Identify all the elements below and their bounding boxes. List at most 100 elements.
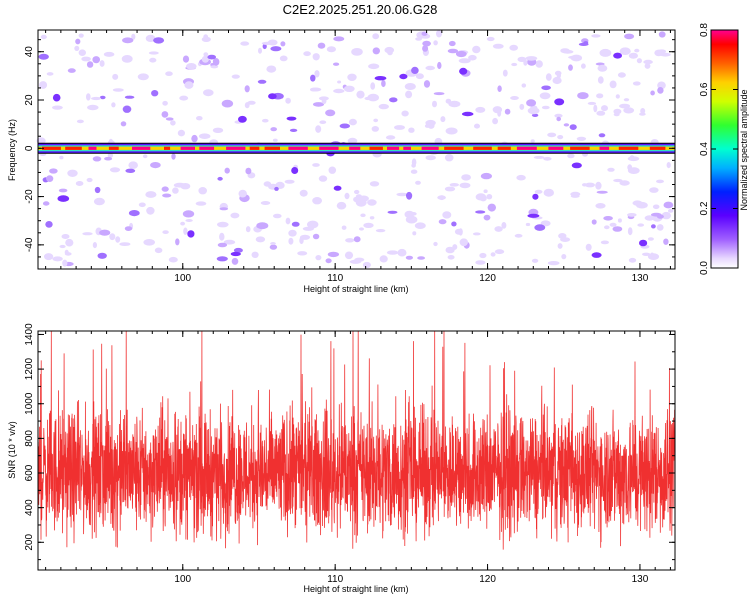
- noise-blob: [501, 222, 507, 229]
- noise-blob: [408, 127, 415, 133]
- noise-blob: [375, 229, 386, 233]
- noise-blob: [203, 52, 209, 57]
- noise-blob: [628, 52, 639, 59]
- noise-blob: [128, 210, 140, 217]
- spectrogram-y-ticks: -40 -20 0 20 40: [24, 39, 675, 270]
- noise-blob: [122, 37, 134, 44]
- noise-blob: [52, 93, 61, 102]
- band-core: [387, 146, 400, 150]
- noise-blob: [461, 174, 471, 181]
- noise-blob: [297, 251, 308, 256]
- noise-blob: [445, 127, 458, 135]
- noise-blob: [468, 54, 477, 61]
- noise-blob: [656, 224, 664, 231]
- noise-blob: [39, 81, 48, 89]
- noise-blob: [52, 256, 63, 262]
- snr-ylabel: SNR (10 * v/v): [7, 421, 17, 479]
- noise-blob: [173, 182, 186, 188]
- noise-blob: [312, 233, 320, 240]
- noise-blob: [362, 261, 371, 269]
- noise-blob: [109, 233, 116, 241]
- noise-blob: [217, 176, 223, 181]
- band-core: [164, 146, 171, 150]
- noise-blob: [58, 188, 68, 193]
- noise-blob: [472, 45, 481, 54]
- noise-blob: [448, 100, 461, 108]
- noise-blob: [187, 230, 195, 238]
- noise-blob: [270, 46, 282, 52]
- noise-blob: [67, 169, 78, 177]
- noise-blob: [168, 256, 178, 263]
- noise-blob: [182, 55, 190, 63]
- noise-blob: [511, 62, 518, 67]
- noise-blob: [231, 74, 240, 79]
- noise-blob: [171, 153, 176, 160]
- noise-blob: [312, 197, 322, 205]
- spectrogram-zero-band: [38, 142, 675, 154]
- noise-blob: [260, 201, 271, 205]
- noise-blob: [255, 236, 266, 243]
- noise-blob: [258, 47, 262, 54]
- noise-blob: [557, 243, 563, 249]
- noise-blob: [273, 213, 282, 219]
- noise-blob: [52, 105, 63, 110]
- noise-blob: [153, 37, 165, 44]
- noise-blob: [161, 111, 169, 118]
- noise-blob: [421, 31, 428, 36]
- noise-blob: [356, 90, 365, 99]
- noise-blob: [333, 88, 345, 94]
- noise-blob: [244, 102, 250, 109]
- noise-blob: [531, 258, 539, 263]
- noise-blob: [445, 98, 452, 104]
- noise-blob: [543, 156, 552, 161]
- noise-blob: [370, 82, 376, 90]
- noise-blob: [475, 260, 486, 265]
- noise-blob: [303, 51, 311, 57]
- noise-blob: [654, 49, 664, 57]
- noise-blob: [146, 206, 155, 215]
- noise-blob: [459, 238, 468, 247]
- noise-blob: [233, 247, 243, 253]
- noise-blob: [149, 57, 157, 63]
- noise-blob: [405, 215, 418, 224]
- noise-blob: [417, 256, 425, 260]
- noise-blob: [609, 222, 617, 227]
- noise-blob: [514, 233, 523, 238]
- noise-blob: [379, 255, 388, 263]
- colorbar-label: Normalized spectral amplitude: [739, 89, 749, 210]
- noise-blob: [46, 72, 54, 76]
- noise-blob: [444, 154, 454, 162]
- y-tick-label: 20: [24, 94, 35, 106]
- noise-blob: [109, 167, 121, 173]
- noise-blob: [595, 181, 602, 190]
- noise-blob: [425, 65, 436, 71]
- noise-blob: [179, 95, 189, 101]
- noise-blob: [315, 255, 322, 261]
- noise-blob: [545, 73, 552, 81]
- noise-blob: [145, 34, 156, 43]
- noise-blob: [497, 109, 502, 117]
- noise-blob: [415, 180, 421, 185]
- noise-blob: [355, 198, 367, 207]
- noise-blob: [415, 73, 424, 80]
- noise-blob: [175, 238, 180, 246]
- noise-blob: [128, 161, 138, 169]
- noise-blob: [442, 211, 452, 219]
- noise-blob: [201, 36, 211, 43]
- noise-blob: [256, 222, 269, 230]
- noise-blob: [182, 210, 195, 218]
- noise-blob: [238, 189, 247, 198]
- noise-blob: [445, 246, 455, 254]
- noise-blob: [217, 242, 228, 248]
- noise-blob: [472, 232, 481, 236]
- noise-blob: [94, 186, 101, 194]
- band-core: [199, 146, 215, 150]
- noise-blob: [627, 227, 633, 236]
- noise-blob: [560, 48, 570, 54]
- noise-blob: [49, 168, 58, 174]
- x-tick-label: 100: [174, 574, 191, 585]
- colorbar-tick-label: 0.2: [699, 201, 710, 215]
- noise-blob: [184, 81, 194, 89]
- band-core: [65, 146, 82, 150]
- noise-blob: [299, 189, 308, 197]
